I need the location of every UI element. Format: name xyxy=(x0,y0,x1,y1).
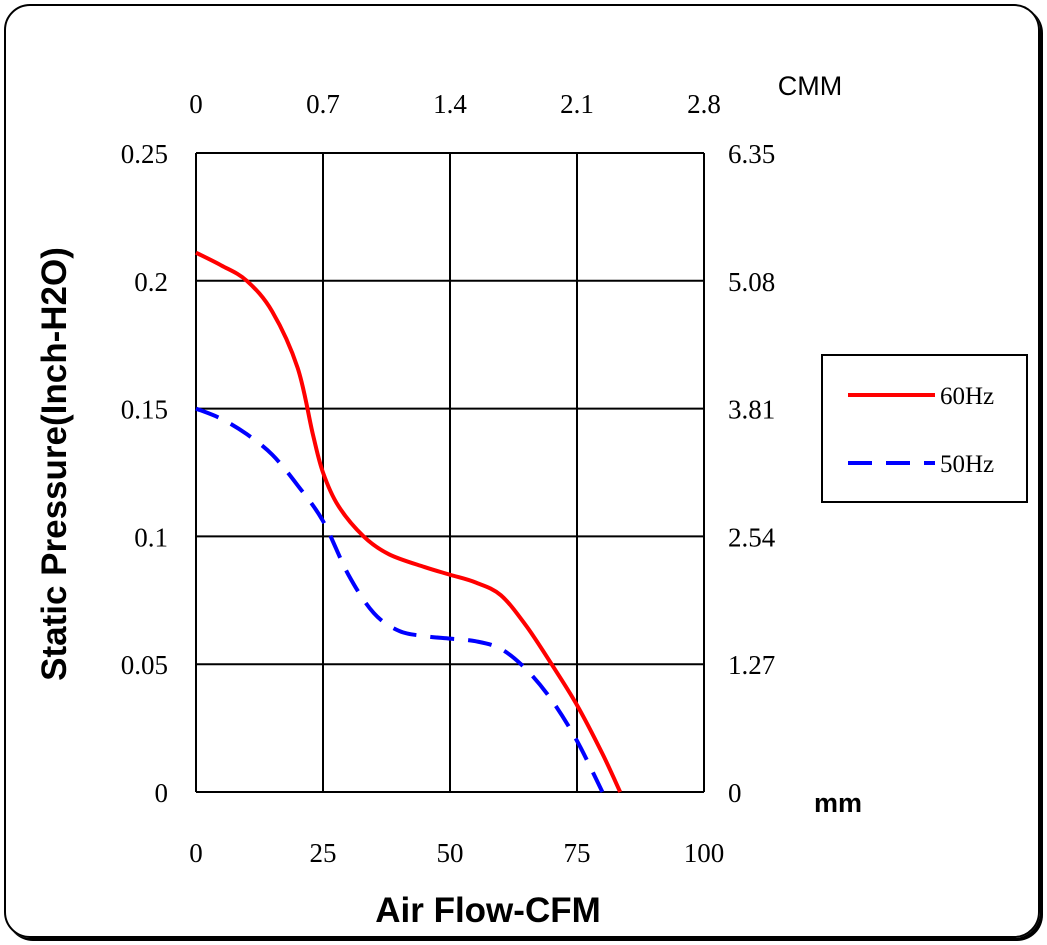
y2-unit-label: mm xyxy=(814,788,862,818)
y-tick-label: 0.05 xyxy=(121,650,168,680)
legend-label-60hz: 60Hz xyxy=(940,383,994,410)
x-tick-label: 50 xyxy=(437,838,464,868)
x2-tick-label: 0 xyxy=(189,89,203,119)
y2-tick-label: 2.54 xyxy=(728,522,776,552)
x-tick-label: 75 xyxy=(564,838,591,868)
series-line-50hz xyxy=(195,406,605,793)
x2-tick-label: 1.4 xyxy=(433,89,467,119)
y2-tick-label: 0 xyxy=(728,778,742,808)
y2-tick-label: 3.81 xyxy=(728,395,775,425)
y-tick-label: 0.15 xyxy=(121,395,168,425)
y-axis-title: Static Pressure(Inch-H2O) xyxy=(35,247,74,681)
y-tick-label: 0.1 xyxy=(134,522,168,552)
x-tick-label: 100 xyxy=(684,838,725,868)
legend: 60Hz 50Hz xyxy=(821,354,1028,503)
x-tick-label: 0 xyxy=(189,838,203,868)
x2-tick-label: 0.7 xyxy=(306,89,340,119)
series-layer xyxy=(195,250,622,793)
chart-frame xyxy=(4,4,1040,938)
x2-unit-label: CMM xyxy=(778,71,842,101)
x-tick-label: 25 xyxy=(310,838,337,868)
y-tick-label: 0.2 xyxy=(134,267,168,297)
legend-label-50hz: 50Hz xyxy=(940,451,994,478)
y2-tick-label: 1.27 xyxy=(728,650,775,680)
y-tick-label: 0 xyxy=(155,778,169,808)
x-axis-title: Air Flow-CFM xyxy=(375,891,601,930)
y2-tick-label: 5.08 xyxy=(728,267,775,297)
series-line-60hz xyxy=(195,250,622,793)
y2-tick-label: 6.35 xyxy=(728,139,775,169)
x2-tick-label: 2.8 xyxy=(687,89,721,119)
x2-tick-label: 2.1 xyxy=(560,89,594,119)
y-tick-label: 0.25 xyxy=(121,139,168,169)
grid xyxy=(195,152,705,793)
legend-box xyxy=(821,354,1028,503)
